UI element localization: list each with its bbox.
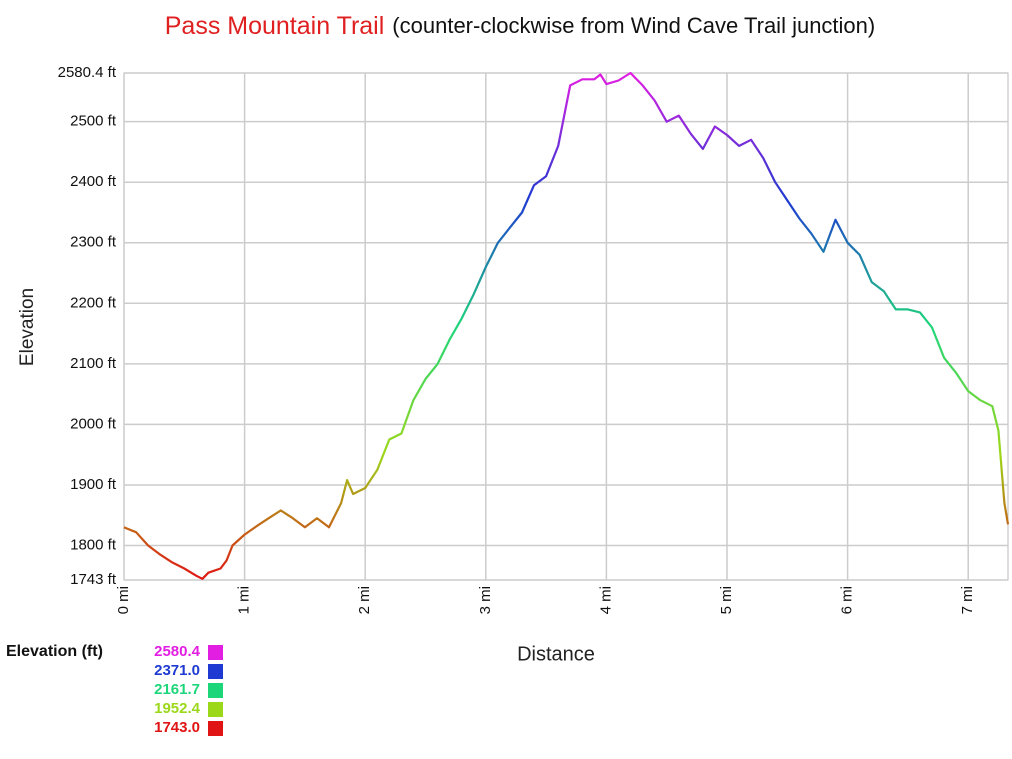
x-tick-label: 0 mi (115, 586, 132, 614)
legend-swatch (208, 683, 223, 698)
legend-label: 1952.4 (154, 700, 201, 717)
y-axis-title: Elevation (17, 288, 38, 366)
x-tick-label: 7 mi (959, 586, 976, 614)
y-tick-label: 2200 ft (70, 294, 117, 311)
legend-label: 2580.4 (154, 643, 201, 660)
y-tick-label: 1900 ft (70, 476, 117, 493)
legend-label: 2161.7 (154, 681, 200, 698)
x-tick-label: 4 mi (597, 586, 614, 614)
chart-header: Pass Mountain Trail (counter-clockwise fr… (165, 12, 875, 40)
y-tick-label: 2300 ft (70, 234, 117, 251)
x-tick-label: 1 mi (236, 586, 253, 614)
chart-subtitle: (counter-clockwise from Wind Cave Trail … (392, 13, 875, 38)
x-axis-title: Distance (517, 643, 595, 665)
y-tick-label: 2400 ft (70, 173, 117, 190)
x-tick-label: 5 mi (718, 586, 735, 614)
chart-title: Pass Mountain Trail (165, 12, 385, 40)
y-tick-label: 1743 ft (70, 571, 117, 588)
legend-swatch (208, 645, 223, 660)
y-tick-label: 2500 ft (70, 113, 117, 130)
legend-swatch (208, 702, 223, 717)
elevation-line (123, 71, 1010, 580)
y-tick-label: 2580.4 ft (58, 64, 117, 81)
legend-label: 1743.0 (154, 719, 200, 736)
y-tick-label: 2000 ft (70, 415, 117, 432)
y-tick-label: 2100 ft (70, 355, 117, 372)
x-tick-label: 6 mi (839, 586, 856, 614)
y-tick-label: 1800 ft (70, 536, 117, 553)
plot-frame (123, 72, 1009, 581)
legend-title: Elevation (ft) (6, 643, 103, 660)
legend-swatch (208, 664, 223, 679)
legend-swatch (208, 721, 223, 736)
x-tick-label: 3 mi (477, 586, 494, 614)
x-tick-label: 2 mi (356, 586, 373, 614)
legend-label: 2371.0 (154, 662, 200, 679)
